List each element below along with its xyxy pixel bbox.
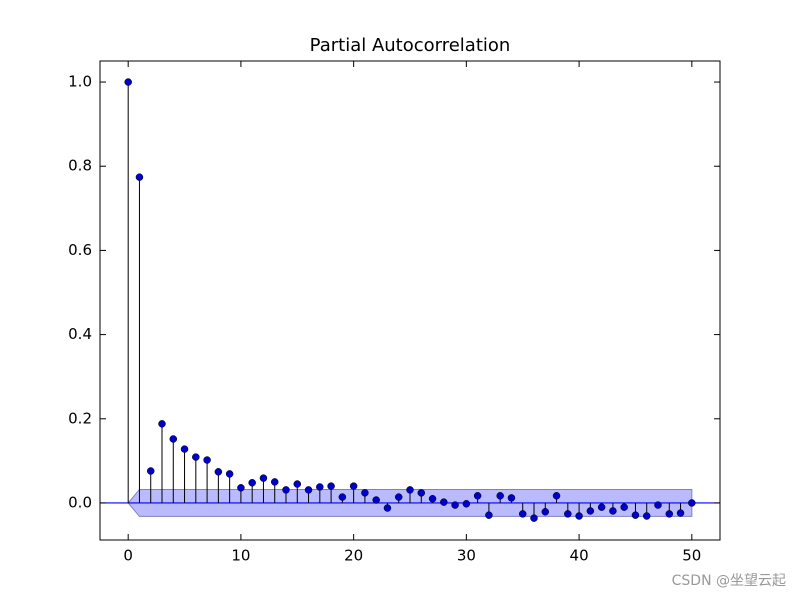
marker bbox=[135, 173, 144, 181]
marker bbox=[428, 495, 437, 503]
y-tick-label: 0.2 bbox=[68, 409, 92, 427]
chart-title: Partial Autocorrelation bbox=[310, 35, 511, 56]
x-tick-label: 10 bbox=[231, 547, 250, 565]
marker bbox=[473, 492, 482, 500]
marker bbox=[282, 486, 290, 494]
x-tick-label: 40 bbox=[570, 547, 589, 565]
marker bbox=[214, 468, 223, 476]
watermark: CSDN @坐望云起 bbox=[672, 573, 786, 589]
marker bbox=[203, 456, 211, 464]
marker bbox=[180, 445, 189, 453]
marker bbox=[462, 500, 471, 508]
marker bbox=[541, 508, 550, 516]
marker bbox=[259, 474, 268, 482]
y-tick-label: 0.8 bbox=[68, 157, 92, 175]
y-tick-label: 0.0 bbox=[68, 493, 92, 511]
marker bbox=[383, 504, 392, 512]
marker bbox=[237, 484, 245, 492]
plot-frame bbox=[99, 60, 721, 541]
marker bbox=[564, 510, 572, 518]
marker bbox=[169, 435, 178, 443]
marker bbox=[349, 482, 358, 490]
marker bbox=[665, 510, 674, 518]
marker bbox=[338, 493, 347, 501]
marker bbox=[124, 78, 132, 86]
marker bbox=[361, 489, 369, 497]
marker bbox=[530, 514, 538, 522]
marker bbox=[146, 467, 155, 475]
marker bbox=[316, 483, 324, 491]
marker bbox=[192, 453, 200, 461]
x-tick-label: 30 bbox=[457, 547, 476, 565]
marker bbox=[676, 509, 685, 517]
x-tick-label: 20 bbox=[344, 547, 363, 565]
marker bbox=[586, 507, 595, 515]
marker bbox=[575, 512, 583, 520]
marker bbox=[631, 511, 640, 519]
marker bbox=[417, 489, 426, 497]
marker bbox=[158, 420, 166, 428]
marker bbox=[518, 510, 527, 518]
marker bbox=[394, 493, 403, 501]
marker bbox=[507, 494, 516, 502]
y-tick-label: 0.6 bbox=[68, 241, 92, 259]
y-tick-label: 1.0 bbox=[68, 73, 92, 91]
marker bbox=[688, 499, 696, 507]
marker bbox=[654, 501, 662, 509]
x-tick-label: 50 bbox=[682, 547, 701, 565]
marker bbox=[225, 470, 234, 478]
marker bbox=[304, 486, 313, 494]
marker bbox=[451, 501, 459, 509]
marker bbox=[642, 512, 651, 520]
marker bbox=[270, 478, 279, 486]
marker bbox=[552, 492, 561, 500]
marker bbox=[620, 503, 628, 511]
marker bbox=[406, 486, 414, 494]
marker bbox=[496, 492, 504, 500]
marker bbox=[372, 496, 380, 504]
x-tick-label: 0 bbox=[123, 547, 133, 565]
marker bbox=[440, 498, 448, 506]
marker bbox=[327, 482, 335, 490]
y-tick-label: 0.4 bbox=[68, 325, 92, 343]
marker bbox=[293, 480, 302, 488]
marker bbox=[609, 507, 617, 515]
marker bbox=[485, 511, 493, 519]
marker bbox=[248, 479, 256, 487]
marker bbox=[597, 503, 606, 511]
